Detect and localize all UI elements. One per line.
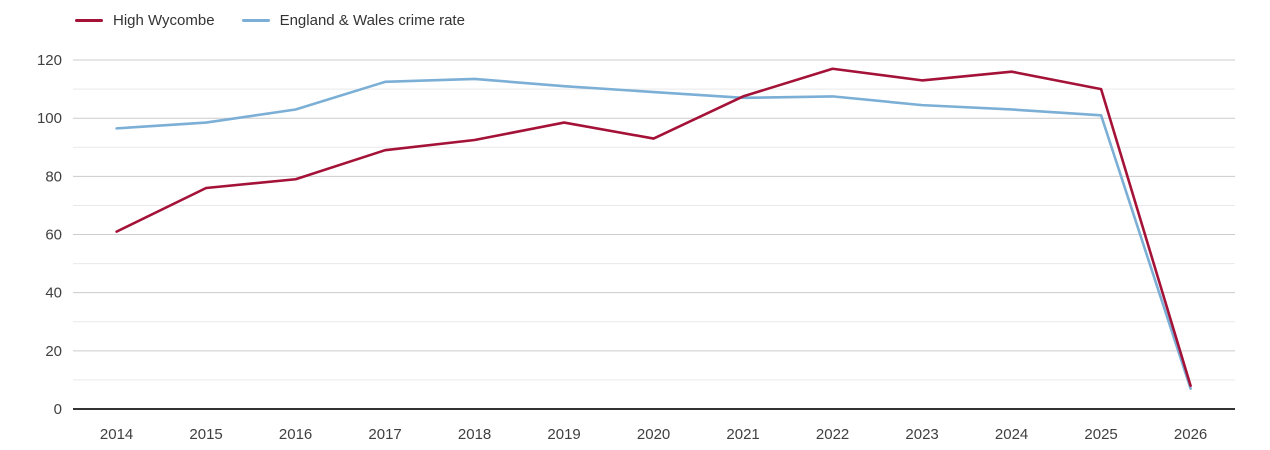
y-axis-tick-label: 60 bbox=[45, 227, 62, 244]
x-axis-tick-label: 2022 bbox=[816, 426, 849, 443]
x-axis-tick-label: 2025 bbox=[1084, 426, 1117, 443]
x-axis-tick-label: 2020 bbox=[637, 426, 670, 443]
x-axis-tick-label: 2016 bbox=[279, 426, 312, 443]
y-axis-tick-label: 80 bbox=[45, 168, 62, 185]
legend-label-england-wales: England & Wales crime rate bbox=[279, 12, 465, 29]
x-axis-tick-label: 2021 bbox=[726, 426, 759, 443]
legend-item-high-wycombe[interactable]: High Wycombe bbox=[75, 12, 215, 29]
y-axis-tick-label: 100 bbox=[37, 110, 62, 127]
legend-line-swatch-england-wales bbox=[241, 19, 270, 22]
y-axis-tick-label: 120 bbox=[37, 52, 62, 69]
series-line-high-wycombe bbox=[115, 67, 1192, 388]
chart-legend: High Wycombe England & Wales crime rate bbox=[75, 12, 465, 29]
x-axis-tick-label: 2014 bbox=[100, 426, 133, 443]
y-axis-tick-label: 40 bbox=[45, 285, 62, 302]
legend-label-high-wycombe: High Wycombe bbox=[113, 12, 215, 29]
x-axis-tick-label: 2024 bbox=[995, 426, 1028, 443]
y-axis-tick-label: 0 bbox=[54, 401, 62, 418]
x-axis-tick-label: 2026 bbox=[1174, 426, 1207, 443]
legend-item-england-wales[interactable]: England & Wales crime rate bbox=[241, 12, 465, 29]
y-axis-tick-label: 20 bbox=[45, 343, 62, 360]
x-axis-tick-label: 2019 bbox=[547, 426, 580, 443]
series-line-england-wales-crime-rate bbox=[115, 77, 1192, 390]
x-axis-tick-label: 2023 bbox=[905, 426, 938, 443]
x-axis-tick-label: 2015 bbox=[189, 426, 222, 443]
legend-line-swatch-high-wycombe bbox=[75, 19, 103, 22]
x-axis-tick-label: 2018 bbox=[458, 426, 491, 443]
x-axis-tick-label: 2017 bbox=[368, 426, 401, 443]
